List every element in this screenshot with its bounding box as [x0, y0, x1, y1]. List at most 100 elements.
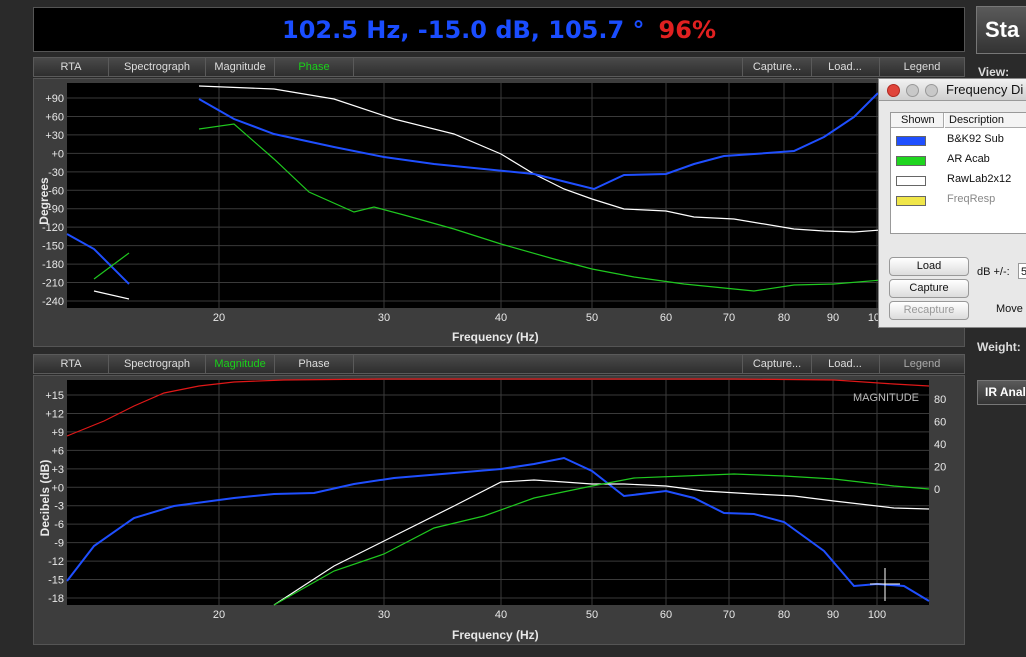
- phase-curves: [66, 85, 930, 300]
- phase-curve-bk92: [198, 86, 929, 191]
- magnitude-x-tick-label: 40: [495, 609, 507, 621]
- phase-tab-2[interactable]: Phase: [275, 355, 354, 373]
- start-button[interactable]: Sta: [976, 6, 1026, 54]
- phase-y-tick-label: +90: [45, 93, 64, 105]
- magnitude-curve-rawlab: [273, 479, 930, 606]
- magnitude-y-ticks-right: 80 60 40 20 0: [934, 394, 946, 496]
- spectrograph-tab[interactable]: Spectrograph: [109, 58, 206, 76]
- legend-label: AR Acab: [947, 153, 990, 165]
- magnitude-y-tick-label: +12: [45, 408, 64, 420]
- magnitude-y-tick-label: +0: [51, 482, 64, 494]
- phase-graph[interactable]: +90 +60 +30 +0 -30 -60 -90 -120 -150 -180 -210 -240…: [34, 79, 964, 346]
- dialog-recapture-button[interactable]: Recapture: [889, 301, 969, 320]
- capture-button[interactable]: Capture...: [742, 58, 812, 76]
- legend-label: FreqResp: [947, 193, 996, 205]
- ir-analysis-button[interactable]: IR Anal: [977, 380, 1026, 405]
- phase-y-tick-label: +60: [45, 111, 64, 123]
- frequency-dialog: Frequency Di Shown Description B&K92 Sub…: [878, 78, 1026, 328]
- magnitude-right-tick-label: 0: [934, 484, 940, 496]
- phase-y-ticks: +90 +60 +30 +0 -30 -60 -90 -120 -150 -180 -210 -240: [42, 93, 64, 308]
- magnitude-x-tick-label: 70: [723, 609, 735, 621]
- phase-curve-bk92-low: [66, 233, 130, 285]
- legend-row[interactable]: RawLab2x12: [891, 171, 1026, 189]
- readout-percent: 96%: [658, 15, 716, 44]
- phase-x-label: Frequency (Hz): [452, 330, 539, 344]
- phase-y-tick-label: -240: [42, 296, 64, 308]
- magnitude-x-tick-label: 50: [586, 609, 598, 621]
- swatch-bk92[interactable]: [896, 136, 926, 146]
- phase-y-tick-label: +30: [45, 130, 64, 142]
- magnitude-tab-2[interactable]: Magnitude: [206, 355, 275, 373]
- legend-row[interactable]: AR Acab: [891, 151, 1026, 169]
- magnitude-y-tick-label: +6: [51, 445, 64, 457]
- magnitude-right-tick-label: 60: [934, 417, 946, 429]
- legend-row[interactable]: B&K92 Sub: [891, 131, 1026, 149]
- phase-tab[interactable]: Phase: [275, 58, 354, 76]
- phase-grid: [67, 83, 929, 308]
- magnitude-x-tick-label: 80: [778, 609, 790, 621]
- magnitude-curve-bk92: [66, 456, 930, 602]
- swatch-rawlab[interactable]: [896, 176, 926, 186]
- phase-y-tick-label: -60: [48, 185, 64, 197]
- magnitude-x-label: Frequency (Hz): [452, 628, 539, 642]
- load-button[interactable]: Load...: [811, 58, 880, 76]
- zoom-icon[interactable]: [925, 84, 938, 97]
- capture-button-2[interactable]: Capture...: [742, 355, 812, 373]
- rta-tab[interactable]: RTA: [34, 58, 109, 76]
- magnitude-y-tick-label: +15: [45, 390, 64, 402]
- dialog-title: Frequency Di: [946, 82, 1024, 97]
- phase-graph-panel: +90 +60 +30 +0 -30 -60 -90 -120 -150 -180 -210 -240…: [33, 78, 965, 347]
- magnitude-plot-area: [67, 380, 929, 605]
- magnitude-curve-aracab: [273, 473, 930, 606]
- legend-label: B&K92 Sub: [947, 133, 1004, 145]
- phase-x-tick-label: 70: [723, 312, 735, 324]
- readout-display: 102.5 Hz, -15.0 dB, 105.7 ° 96%: [33, 7, 965, 52]
- view-label: View:: [978, 65, 1010, 79]
- phase-curve-rawlab-low: [93, 290, 130, 300]
- magnitude-right-tick-label: 20: [934, 462, 946, 474]
- magnitude-y-tick-label: -15: [48, 575, 64, 587]
- phase-y-tick-label: -30: [48, 167, 64, 179]
- magnitude-x-tick-label: 30: [378, 609, 390, 621]
- dialog-capture-button[interactable]: Capture: [889, 279, 969, 298]
- weight-label: Weight:: [977, 340, 1021, 354]
- magnitude-x-ticks: 20 30 40 50 60 70 80 90 100: [213, 609, 886, 621]
- swatch-freqresp[interactable]: [896, 196, 926, 206]
- legend-button-2[interactable]: Legend: [903, 358, 941, 370]
- phase-x-ticks: 20 30 40 50 60 70 80 90 100: [213, 312, 886, 324]
- phase-y-tick-label: -210: [42, 278, 64, 290]
- magnitude-graph-panel: +15 +12 +9 +6 +3 +0 -3 -6 -9 -12 -15 -18 80 60 40 20 0 …: [33, 375, 965, 645]
- magnitude-y-tick-label: +3: [51, 464, 64, 476]
- magnitude-graph[interactable]: +15+12+9+6+3+0-3-6-9-12-15-18 806040200 …: [34, 376, 964, 644]
- legend-button[interactable]: Legend: [903, 61, 941, 73]
- load-button-2[interactable]: Load...: [811, 355, 880, 373]
- move-label: Move: [996, 303, 1023, 315]
- close-icon[interactable]: [887, 84, 900, 97]
- rta-tab-2[interactable]: RTA: [34, 355, 109, 373]
- legend-row[interactable]: FreqResp: [891, 191, 1026, 209]
- minimize-icon[interactable]: [906, 84, 919, 97]
- phase-curve-aracab: [198, 123, 930, 292]
- phase-plot-area: [67, 83, 929, 308]
- dialog-titlebar[interactable]: Frequency Di: [879, 79, 1026, 101]
- phase-x-tick-label: 40: [495, 312, 507, 324]
- magnitude-y-tick-label: -12: [48, 556, 64, 568]
- phase-x-tick-label: 20: [213, 312, 225, 324]
- col-description-header[interactable]: Description: [945, 113, 1026, 128]
- phase-toolbar: RTA Spectrograph Magnitude Phase Capture…: [33, 57, 965, 77]
- magnitude-y-tick-label: -9: [54, 538, 64, 550]
- phase-y-tick-label: -90: [48, 204, 64, 216]
- magnitude-tab[interactable]: Magnitude: [206, 58, 275, 76]
- magnitude-x-tick-label: 90: [827, 609, 839, 621]
- spectrograph-tab-2[interactable]: Spectrograph: [109, 355, 206, 373]
- magnitude-y-tick-label: -3: [54, 501, 64, 513]
- magnitude-x-tick-label: 20: [213, 609, 225, 621]
- phase-y-label: Degrees: [37, 177, 51, 225]
- phase-y-tick-label: +0: [51, 148, 64, 160]
- magnitude-watermark: MAGNITUDE: [853, 392, 919, 404]
- swatch-aracab[interactable]: [896, 156, 926, 166]
- db-input[interactable]: 5: [1018, 263, 1026, 279]
- dialog-load-button[interactable]: Load: [889, 257, 969, 276]
- col-shown-header[interactable]: Shown: [891, 113, 944, 128]
- legend-label: RawLab2x12: [947, 173, 1012, 185]
